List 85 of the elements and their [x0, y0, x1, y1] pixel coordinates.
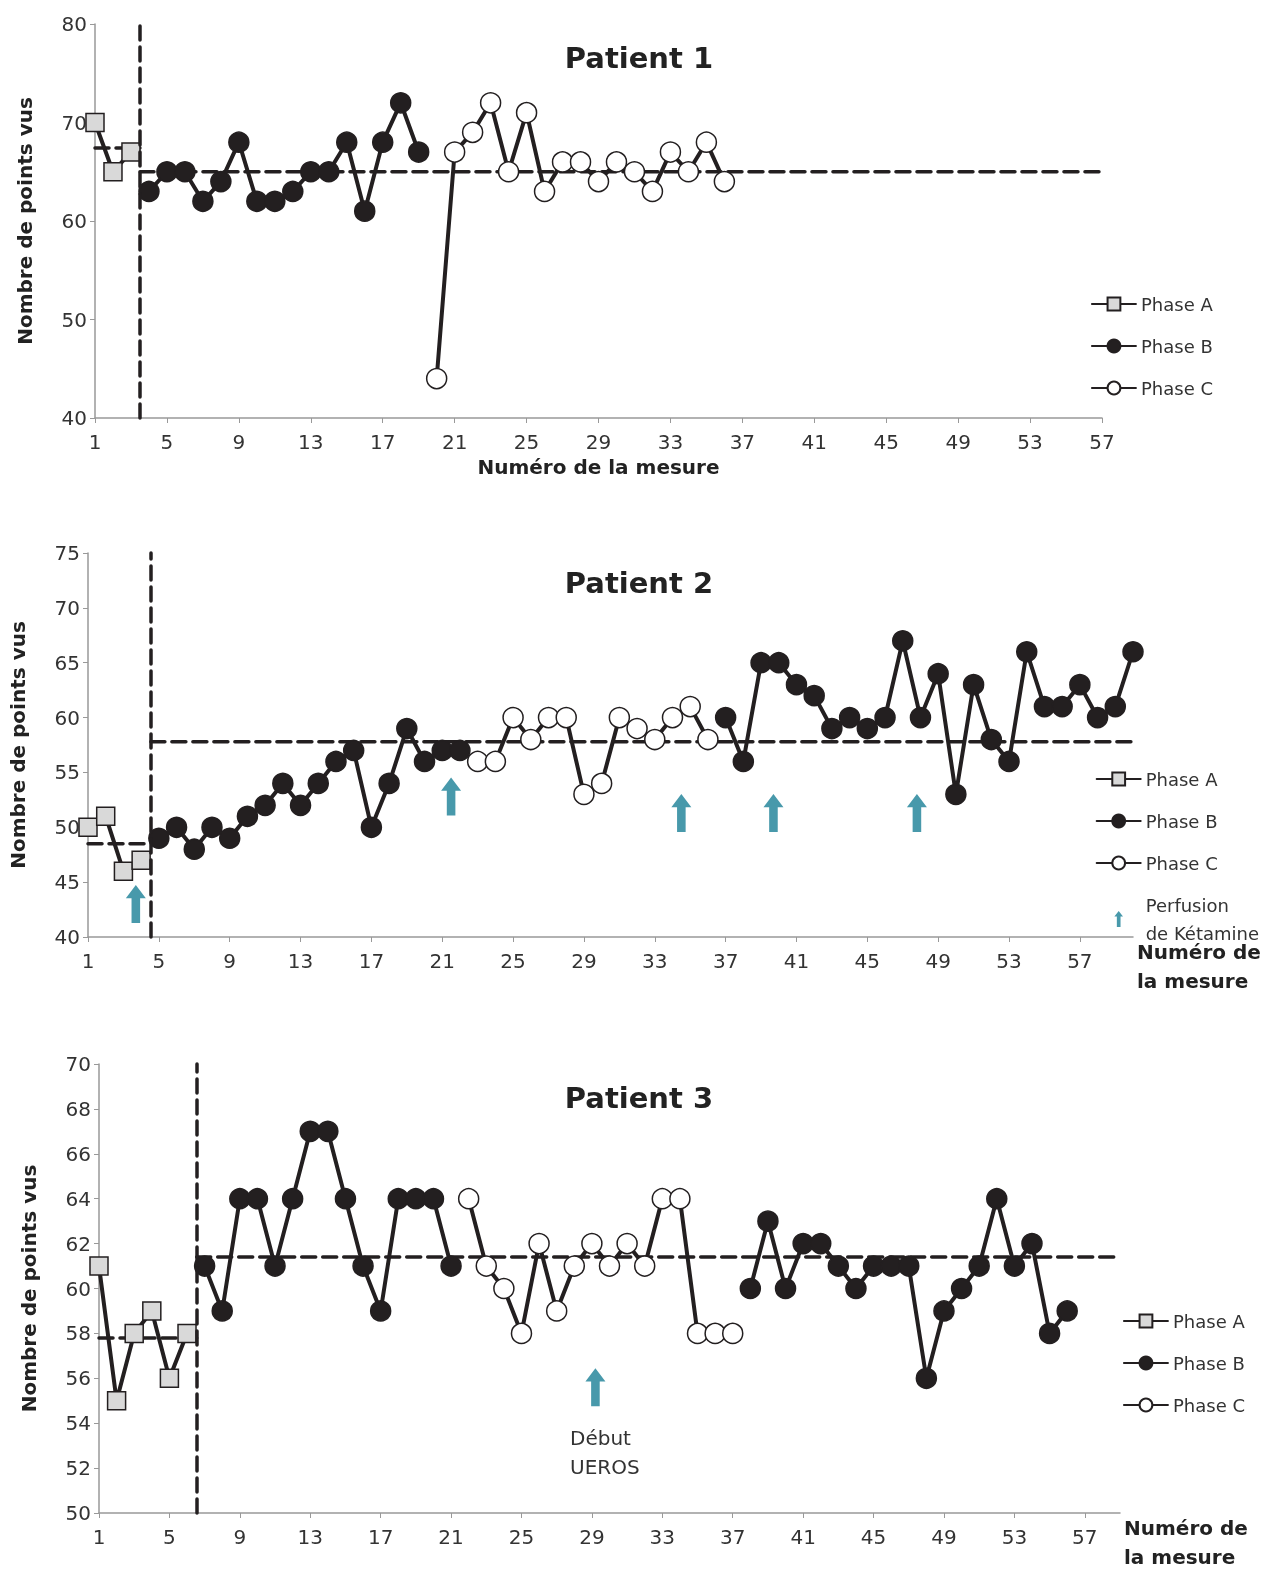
- x-tick-label: 5: [152, 949, 166, 973]
- x-tick-label: 37: [712, 949, 739, 973]
- y-axis-title: Nombre de points vus: [6, 621, 30, 869]
- x-tick-label: 49: [925, 949, 951, 973]
- x-tick-label: 45: [873, 430, 899, 454]
- y-tick-label: 45: [54, 870, 80, 895]
- y-tick-label: 56: [65, 1366, 91, 1391]
- x-tick-label: 45: [860, 1525, 887, 1549]
- y-axis-title: Nombre de points vus: [17, 1164, 41, 1413]
- y-tick-label: 60: [61, 209, 87, 233]
- x-tick-label: 29: [579, 1525, 605, 1549]
- x-tick-label: 5: [163, 1525, 176, 1549]
- x-tick-label: 33: [642, 949, 668, 973]
- y-tick-label: 70: [54, 595, 80, 620]
- y-tick-label: 66: [65, 1141, 91, 1166]
- x-tick-label: 9: [223, 949, 237, 973]
- text: Patient 2: [564, 565, 714, 600]
- x-axis-title: Numéro de la mesure: [477, 454, 720, 479]
- x-tick-label: 53: [996, 949, 1022, 973]
- x-tick-label: 9: [232, 430, 246, 454]
- y-tick-label: 75: [54, 541, 80, 565]
- y-tick-label: 52: [65, 1456, 91, 1481]
- x-tick-label: 53: [1001, 1525, 1028, 1549]
- y-tick-label: 50: [65, 1501, 91, 1525]
- x-tick-label: 1: [88, 430, 102, 454]
- y-tick-label: 58: [65, 1321, 91, 1346]
- legend-label: Phase B: [1172, 1352, 1245, 1374]
- x-tick-label: 9: [233, 1525, 247, 1549]
- annotation: Début UEROS: [570, 1425, 640, 1479]
- legend-label: Phase A: [1172, 1310, 1246, 1332]
- legend-label: Phase C: [1145, 852, 1218, 874]
- x-tick-label: 13: [297, 1525, 323, 1549]
- x-tick-label: 25: [500, 949, 526, 973]
- y-tick-label: 68: [65, 1096, 91, 1121]
- text: Patient 1: [564, 40, 714, 75]
- x-tick-label: 1: [92, 1525, 106, 1549]
- legend-label: Phase A: [1140, 293, 1214, 315]
- x-tick-label: 13: [287, 949, 314, 973]
- x-tick-label: 33: [657, 430, 684, 454]
- x-tick-label: 33: [649, 1525, 676, 1549]
- x-tick-label: 13: [298, 430, 324, 454]
- legend-label: Phase A: [1145, 768, 1219, 790]
- y-tick-label: 40: [61, 406, 87, 430]
- x-tick-label: 29: [585, 430, 612, 454]
- x-tick-label: 49: [931, 1525, 957, 1549]
- y-tick-label: 55: [54, 760, 80, 785]
- x-tick-label: 1: [81, 949, 95, 973]
- x-tick-label: 17: [367, 1525, 394, 1549]
- legend-label: Phase C: [1172, 1394, 1246, 1416]
- x-tick-label: 53: [1017, 430, 1043, 454]
- legend-label: Phase C: [1140, 377, 1214, 399]
- y-tick-label: 80: [61, 12, 87, 36]
- x-tick-label: 49: [945, 430, 971, 454]
- text: Patient 3: [564, 1080, 714, 1115]
- legend-label: Phase B: [1140, 335, 1213, 357]
- x-tick-label: 5: [160, 430, 174, 454]
- x-tick-label: 17: [358, 949, 385, 973]
- y-tick-label: 54: [65, 1411, 91, 1436]
- y-tick-label: 50: [61, 307, 87, 332]
- x-tick-label: 21: [441, 430, 468, 454]
- y-tick-label: 65: [54, 650, 80, 675]
- legend-label: Phase B: [1145, 810, 1218, 832]
- y-axis-title: Nombre de points vus: [13, 97, 37, 345]
- x-tick-label: 25: [513, 430, 540, 454]
- x-tick-label: 41: [783, 949, 810, 973]
- x-tick-label: 41: [801, 430, 828, 454]
- x-tick-label: 25: [508, 1525, 535, 1549]
- y-tick-label: 40: [54, 925, 80, 949]
- x-tick-label: 21: [429, 949, 455, 973]
- x-tick-label: 45: [854, 949, 881, 973]
- x-tick-label: 37: [720, 1525, 746, 1549]
- x-tick-label: 57: [1072, 1525, 1098, 1549]
- y-tick-label: 60: [65, 1276, 91, 1301]
- y-tick-label: 64: [65, 1186, 91, 1211]
- y-tick-label: 62: [65, 1231, 91, 1256]
- x-tick-label: 41: [790, 1525, 816, 1549]
- x-tick-label: 21: [438, 1525, 464, 1549]
- y-tick-label: 70: [65, 1052, 91, 1076]
- x-axis-title: Numéro de la mesure: [1124, 1515, 1248, 1569]
- x-tick-label: 57: [1067, 949, 1093, 973]
- x-tick-label: 29: [571, 949, 597, 973]
- x-tick-label: 37: [729, 430, 756, 454]
- x-tick-label: 57: [1089, 430, 1115, 454]
- y-tick-label: 60: [54, 705, 80, 730]
- x-tick-label: 17: [369, 430, 396, 454]
